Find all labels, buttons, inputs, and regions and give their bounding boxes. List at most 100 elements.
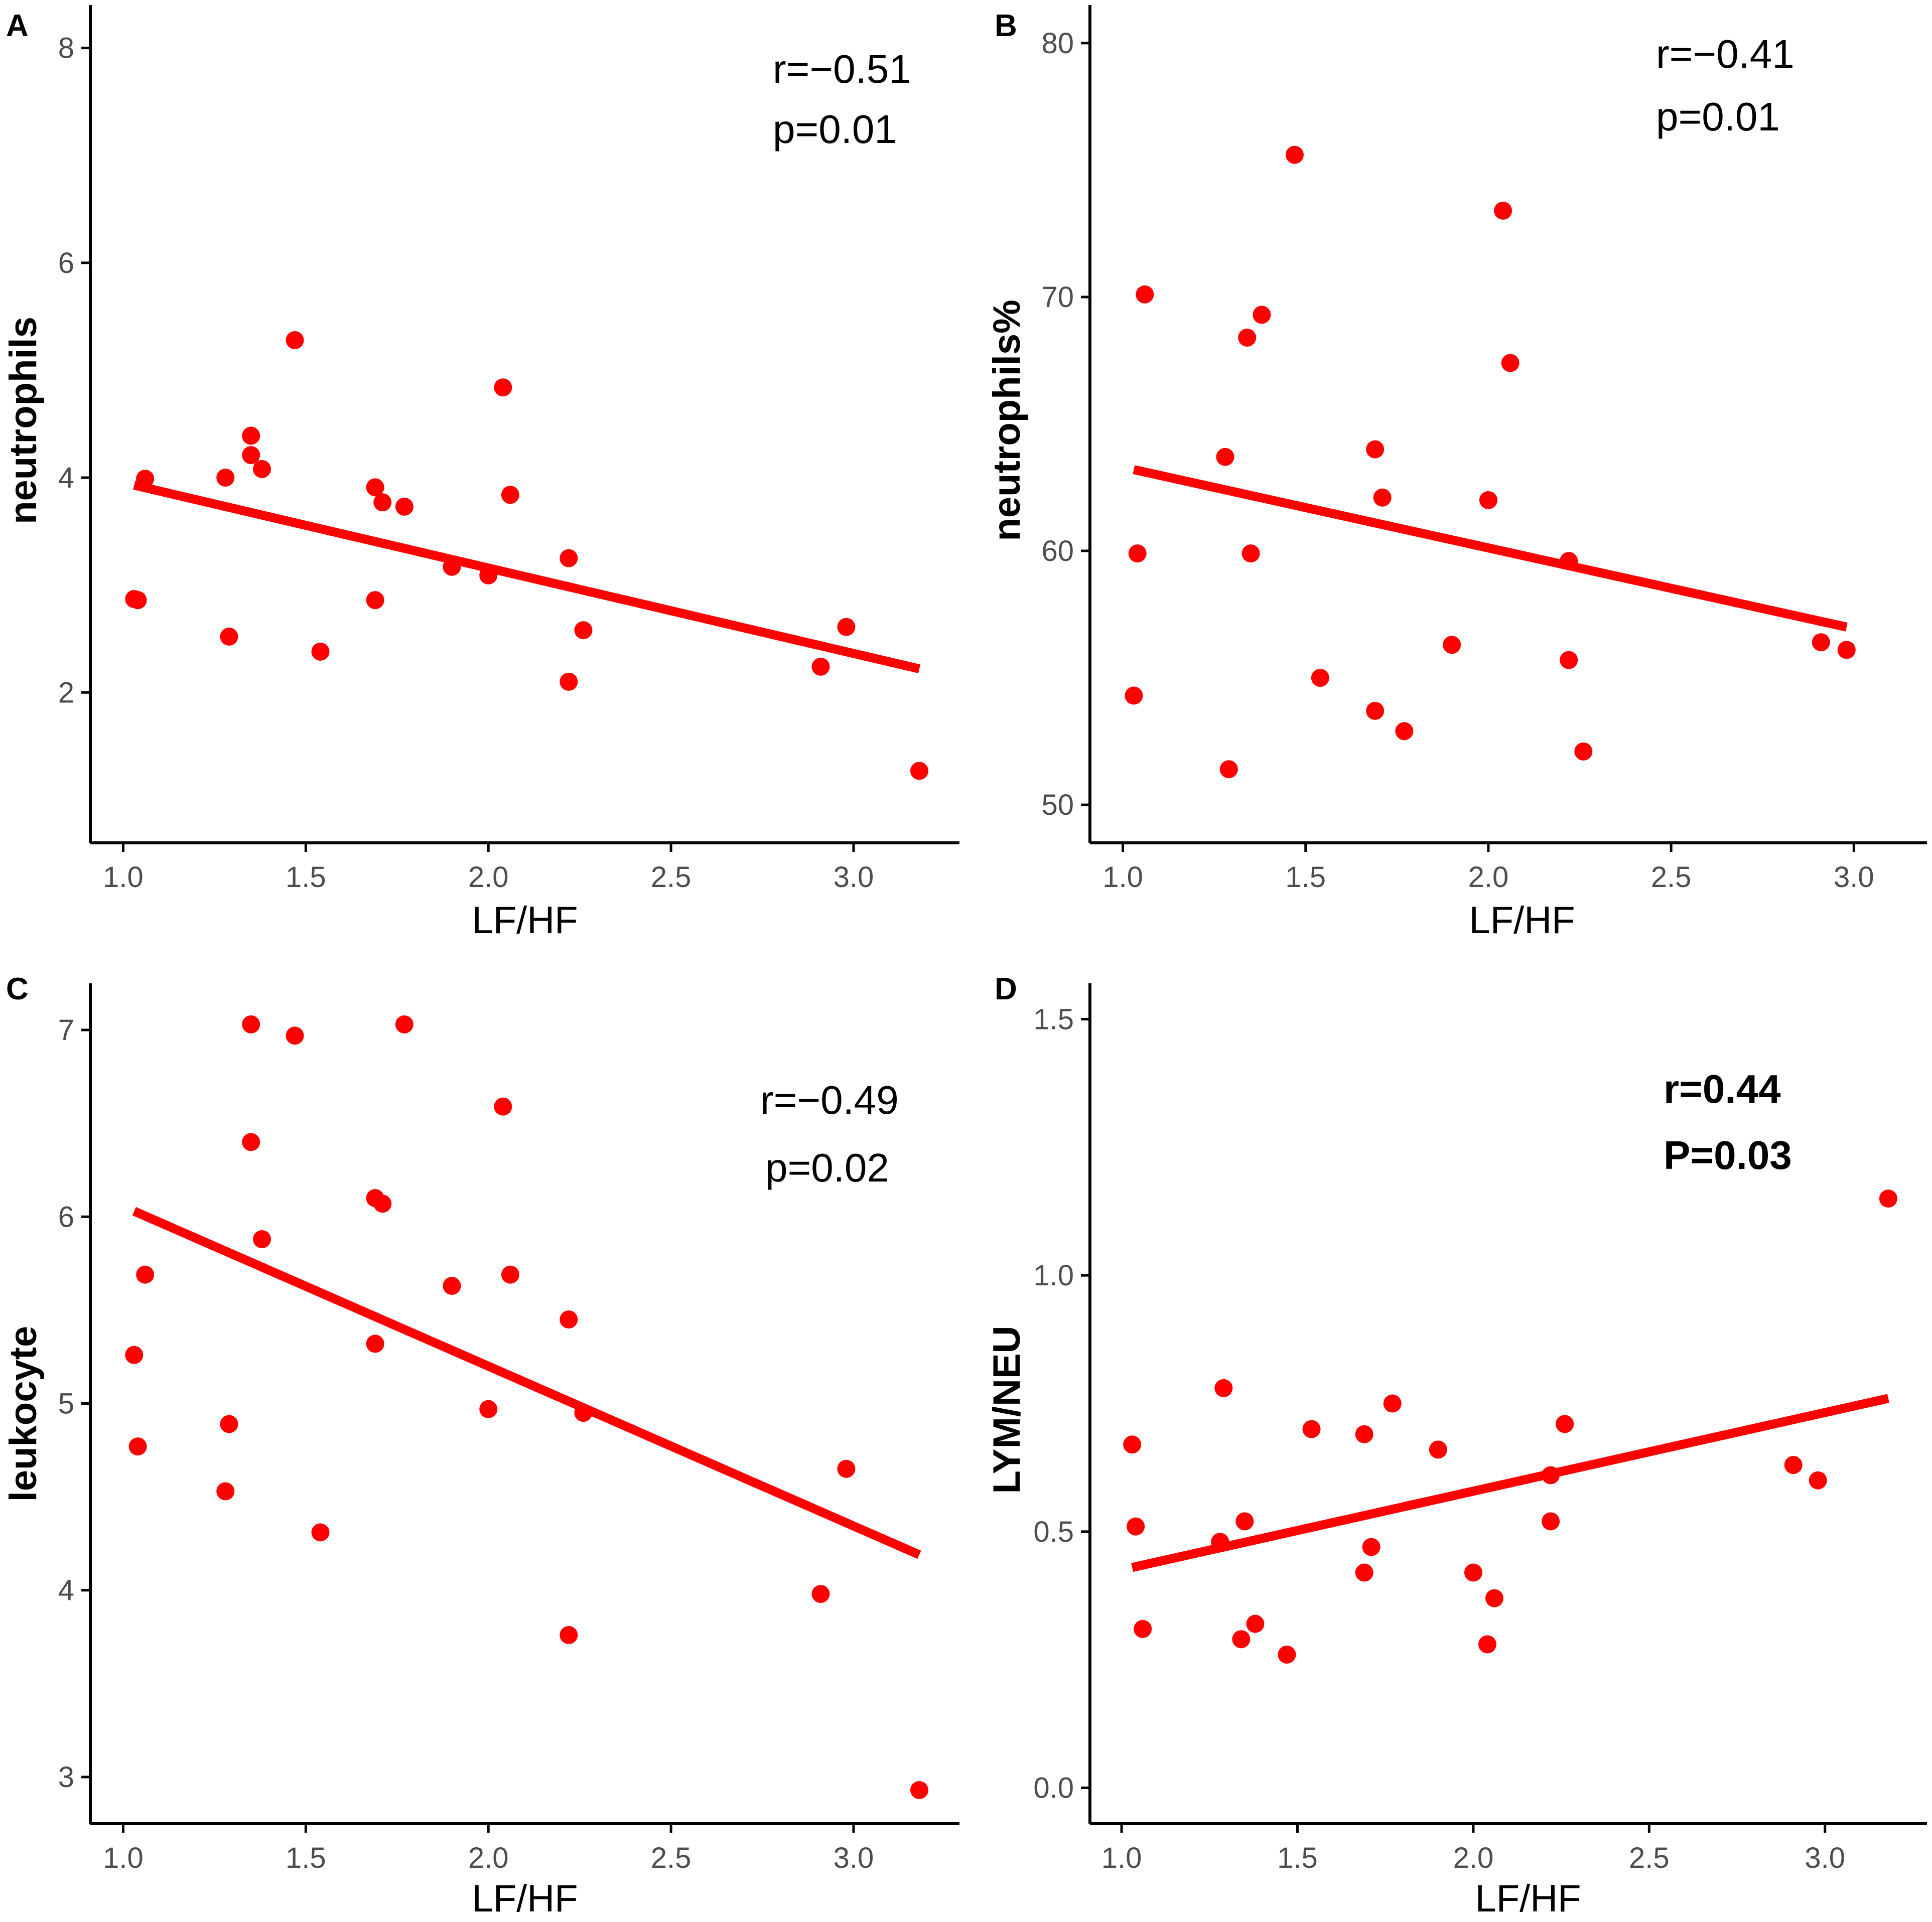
panel-b: B r=−0.41 p=0.01 LF/HF neutrophils% 1.0 1…: [986, 5, 1927, 942]
panel-a-regression-line: [133, 481, 921, 673]
panel-c-data-point: [286, 1026, 304, 1045]
panel-d-data-point: [1542, 1512, 1560, 1531]
panel-a-data-point: [366, 591, 384, 610]
panel-c-x-tick-label: 1.5: [286, 1842, 326, 1874]
panel-b-stat-r: r=−0.41: [1656, 32, 1795, 76]
panel-a-stat-p: p=0.01: [773, 107, 897, 152]
panel-b-data-point: [1366, 701, 1385, 720]
panel-d-x-tick-label: 2.0: [1453, 1842, 1494, 1874]
panel-d-data-point: [1246, 1614, 1265, 1633]
panel-c-stat-p: p=0.02: [765, 1145, 889, 1190]
panel-b-data-point: [1443, 636, 1461, 654]
panel-a-data-point: [220, 627, 238, 646]
panel-a-y-tick-label: 8: [58, 32, 74, 65]
panel-d-x-tick-label: 1.0: [1101, 1842, 1142, 1874]
panel-d-x-tick-label: 3.0: [1805, 1842, 1845, 1874]
panel-c-data-point: [242, 1015, 260, 1033]
panel-a-x-tick-label: 2.0: [468, 861, 509, 894]
panel-c-x-tick-label: 2.0: [468, 1842, 509, 1874]
panel-a-y-axis-title: neutrophils: [2, 317, 45, 524]
panel-d-y-axis-title: LYM/NEU: [986, 1325, 1028, 1494]
panel-d-data-point: [1232, 1630, 1251, 1649]
panel-b-data-point: [1238, 328, 1257, 347]
panel-c-x-tick-label: 1.0: [103, 1842, 144, 1874]
panel-c-regression-line: [132, 1207, 921, 1559]
panel-b-data-point: [1479, 491, 1497, 509]
panel-b-data-point: [1395, 722, 1414, 741]
panel-b-data-point: [1136, 285, 1154, 304]
panel-d-y-tick-label: 1.5: [1033, 1003, 1074, 1036]
panel-c-data-point: [125, 1346, 144, 1364]
panel-d-regression-line: [1131, 1394, 1889, 1572]
panel-d-data-point: [1278, 1645, 1296, 1664]
panel-a: A r=−0.51 p=0.01 LF/HF neutrophils 1.0 1.…: [2, 5, 959, 942]
panel-a-x-axis-title: LF/HF: [472, 899, 578, 942]
panel-b-y-tick-label: 60: [1041, 535, 1074, 567]
panel-b-x-tick-label: 2.5: [1651, 861, 1692, 894]
panel-a-x-tick-label: 1.0: [103, 861, 144, 894]
panel-c-data-point: [560, 1626, 578, 1645]
panel-a-data-point: [837, 618, 856, 636]
panel-a-data-point: [128, 591, 147, 610]
panel-d-data-point: [1355, 1425, 1373, 1443]
panel-c-data-point: [253, 1230, 271, 1248]
panel-a-x-tick-label: 3.0: [834, 861, 874, 894]
panel-c-data-point: [220, 1415, 238, 1433]
panel-c-y-tick-label: 3: [58, 1761, 74, 1794]
panel-letter-c: C: [6, 972, 29, 1006]
panel-a-data-point: [811, 657, 830, 676]
panel-c-data-point: [494, 1097, 512, 1116]
panel-c-x-tick-label: 2.5: [651, 1842, 692, 1874]
panel-d-data-point: [1383, 1394, 1402, 1413]
panel-c: C r=−0.49 p=0.02 LF/HF leukocyte 1.0 1.5 2…: [2, 972, 959, 1920]
panel-a-data-point: [560, 672, 578, 691]
panel-d-data-point: [1809, 1471, 1827, 1490]
panel-b-regression-line: [1133, 465, 1848, 632]
panel-d-x-tick-label: 2.5: [1629, 1842, 1670, 1874]
panel-a-data-point: [910, 762, 928, 780]
panel-b-data-point: [1366, 440, 1385, 459]
panel-d-data-point: [1235, 1512, 1254, 1531]
panel-d-data-point: [1542, 1466, 1560, 1485]
panel-a-data-point: [560, 549, 578, 567]
panel-a-data-point: [311, 642, 330, 661]
panel-a-y-tick-label: 2: [58, 676, 74, 709]
panel-c-x-tick-label: 3.0: [834, 1842, 874, 1874]
panel-letter-d: D: [995, 972, 1017, 1006]
panel-c-data-point: [479, 1400, 498, 1418]
panel-b-x-axis-title: LF/HF: [1469, 899, 1575, 942]
panel-a-x-tick-label: 2.5: [651, 861, 692, 894]
panel-d-data-point: [1464, 1563, 1482, 1582]
panel-b-y-tick-label: 80: [1041, 27, 1074, 60]
panel-c-y-axis-title: leukocyte: [2, 1326, 45, 1502]
panel-d-x-tick-label: 1.5: [1277, 1842, 1318, 1874]
panel-b-y-axis-title: neutrophils%: [986, 300, 1028, 541]
panel-d-data-point: [1362, 1538, 1381, 1556]
panel-d-data-point: [1556, 1415, 1574, 1433]
panel-c-data-point: [560, 1310, 578, 1328]
panel-b-data-point: [1125, 686, 1143, 705]
panel-d-data-point: [1879, 1189, 1897, 1208]
panel-b-x-tick-label: 1.0: [1102, 861, 1143, 894]
panel-b-data-point: [1216, 448, 1234, 466]
panel-c-data-point: [136, 1265, 155, 1284]
panel-a-data-point: [136, 470, 155, 488]
panel-a-data-point: [286, 331, 304, 349]
panel-c-y-tick-label: 4: [58, 1574, 74, 1607]
panel-c-data-point: [128, 1437, 147, 1456]
panel-b-data-point: [1285, 145, 1304, 164]
panel-d-x-axis-title: LF/HF: [1475, 1877, 1581, 1920]
panel-d-data-point: [1784, 1456, 1803, 1474]
panel-b-data-point: [1560, 651, 1578, 669]
panel-d-data-point: [1355, 1563, 1373, 1582]
panel-c-data-point: [242, 1133, 260, 1151]
panel-a-data-point: [494, 378, 512, 397]
panel-d-data-point: [1123, 1435, 1142, 1454]
panel-d-data-point: [1214, 1379, 1233, 1397]
panel-a-data-point: [373, 493, 392, 512]
panel-c-data-point: [910, 1781, 928, 1799]
panel-c-data-point: [443, 1277, 461, 1295]
panel-c-x-axis-title: LF/HF: [472, 1877, 578, 1920]
panel-b-y-tick-label: 70: [1041, 281, 1074, 314]
